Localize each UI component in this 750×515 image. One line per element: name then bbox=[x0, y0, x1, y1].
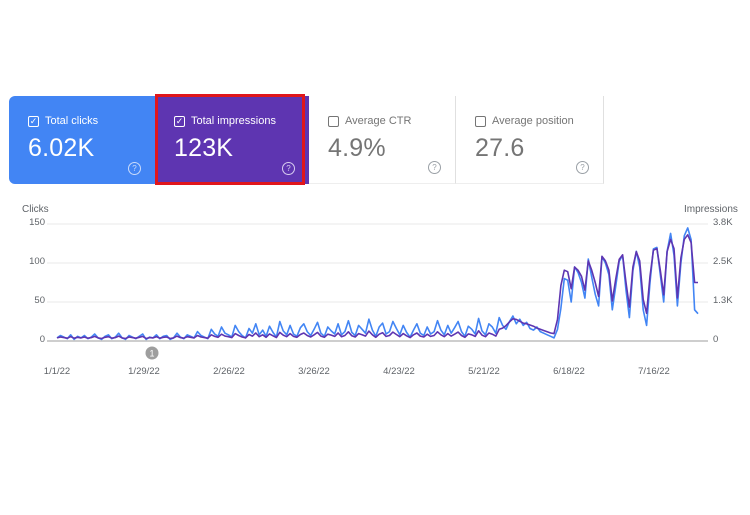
checkbox-checked-icon[interactable]: ✓ bbox=[28, 115, 39, 127]
checkbox-unchecked-icon[interactable] bbox=[328, 115, 339, 127]
card-total-clicks[interactable]: ✓ Total clicks 6.02K ? bbox=[9, 96, 155, 184]
annotation-label: 1 bbox=[149, 349, 154, 359]
card-average-ctr[interactable]: Average CTR 4.9% ? bbox=[309, 96, 456, 184]
help-icon[interactable]: ? bbox=[282, 162, 295, 175]
card-value: 27.6 bbox=[475, 134, 525, 162]
x-tick-label: 4/23/22 bbox=[383, 366, 415, 377]
y-tick-label: 100 bbox=[29, 256, 45, 267]
x-tick-label: 7/16/22 bbox=[638, 366, 670, 377]
help-icon[interactable]: ? bbox=[428, 161, 441, 174]
x-tick-label: 2/26/22 bbox=[213, 366, 245, 377]
card-value: 6.02K bbox=[28, 134, 95, 162]
y-axis-label: Clicks bbox=[22, 204, 49, 215]
series-line-clicks bbox=[56, 227, 699, 341]
x-tick-label: 6/18/22 bbox=[553, 366, 585, 377]
y2-tick-label: 2.5K bbox=[713, 256, 733, 267]
card-label: Total clicks bbox=[45, 115, 99, 127]
card-header: Average CTR bbox=[328, 115, 411, 127]
y2-tick-label: 3.8K bbox=[713, 217, 733, 228]
x-tick-label: 1/1/22 bbox=[43, 366, 71, 377]
highlight-box bbox=[155, 94, 305, 185]
annotation-marker bbox=[145, 346, 159, 360]
metric-cards: ✓ Total clicks 6.02K ? ✓ Total impressio… bbox=[9, 96, 604, 184]
card-value: 123K bbox=[174, 134, 234, 162]
help-icon[interactable]: ? bbox=[128, 162, 141, 175]
y-tick-label: 50 bbox=[34, 295, 45, 306]
card-average-position[interactable]: Average position 27.6 ? bbox=[456, 96, 604, 184]
x-tick-label: 1/29/22 bbox=[128, 366, 160, 377]
checkbox-unchecked-icon[interactable] bbox=[475, 115, 486, 127]
y2-tick-label: 1.3K bbox=[713, 295, 733, 306]
help-icon[interactable]: ? bbox=[576, 161, 589, 174]
card-label: Total impressions bbox=[191, 115, 276, 127]
card-label: Average position bbox=[492, 115, 574, 127]
y-tick-label: 150 bbox=[29, 217, 45, 228]
y2-tick-label: 0 bbox=[713, 334, 719, 345]
card-header: Average position bbox=[475, 115, 574, 127]
x-tick-label: 3/26/22 bbox=[298, 366, 330, 377]
card-header: ✓ Total clicks bbox=[28, 115, 98, 127]
y-tick-label: 0 bbox=[39, 334, 45, 345]
checkbox-checked-icon[interactable]: ✓ bbox=[174, 115, 185, 127]
series-line-impressions bbox=[56, 234, 698, 340]
card-value: 4.9% bbox=[328, 134, 386, 162]
card-label: Average CTR bbox=[345, 115, 412, 127]
y2-axis-label: Impressions bbox=[684, 204, 738, 215]
card-header: ✓ Total impressions bbox=[174, 115, 276, 127]
card-total-impressions[interactable]: ✓ Total impressions 123K ? bbox=[155, 96, 309, 184]
x-tick-label: 5/21/22 bbox=[468, 366, 500, 377]
